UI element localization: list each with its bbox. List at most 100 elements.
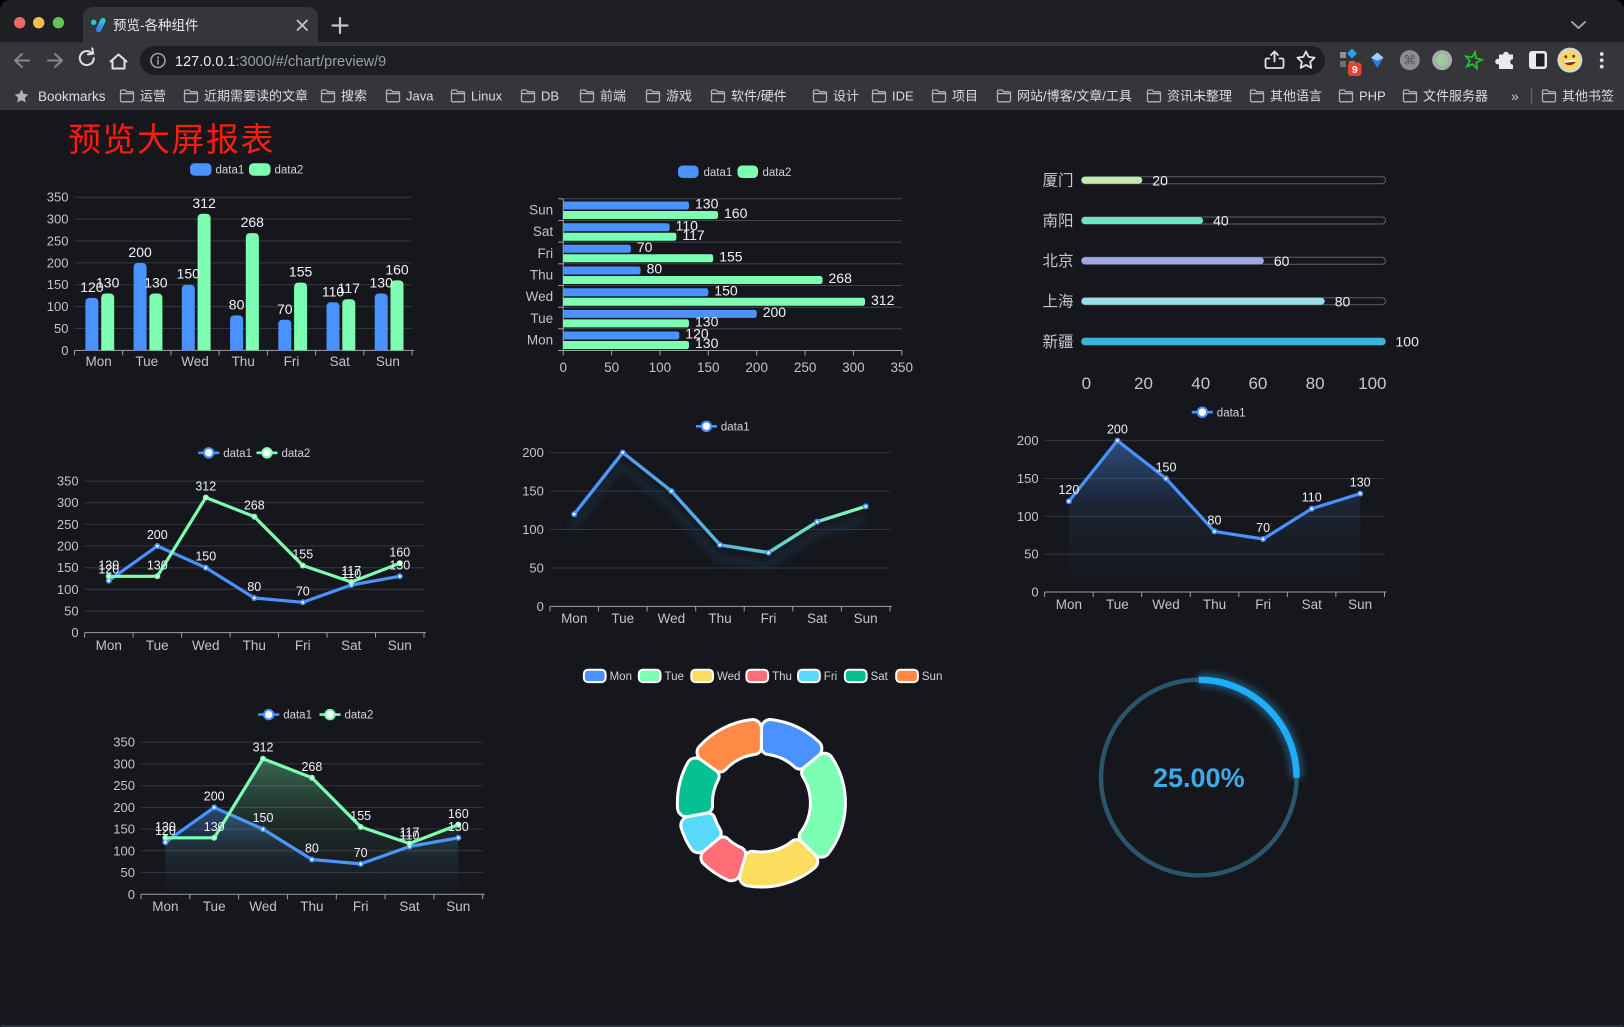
svg-text:Sun: Sun: [529, 202, 553, 217]
svg-text:Fri: Fri: [353, 899, 369, 914]
svg-text:268: 268: [829, 270, 853, 286]
svg-text:游戏: 游戏: [666, 89, 692, 104]
svg-text:Mon: Mon: [561, 611, 587, 626]
svg-text:150: 150: [57, 560, 79, 575]
svg-text:150: 150: [253, 811, 274, 825]
svg-text:300: 300: [57, 495, 79, 510]
svg-text:100: 100: [1358, 374, 1386, 393]
svg-text:20: 20: [1152, 172, 1168, 188]
svg-text:Linux: Linux: [471, 89, 503, 104]
svg-text:155: 155: [289, 264, 313, 280]
svg-text:312: 312: [195, 480, 216, 494]
svg-text:268: 268: [301, 760, 322, 774]
svg-text:北京: 北京: [1042, 252, 1073, 270]
svg-text:前端: 前端: [600, 89, 626, 104]
svg-text:Java: Java: [406, 89, 434, 104]
svg-text:160: 160: [724, 205, 748, 221]
svg-text:70: 70: [296, 584, 310, 598]
svg-text:150: 150: [47, 277, 69, 292]
svg-text:20: 20: [1134, 374, 1153, 393]
svg-text:130: 130: [695, 196, 719, 212]
svg-text:data1: data1: [704, 167, 733, 179]
svg-text:50: 50: [604, 360, 619, 375]
svg-text:127.0.0.1:3000/#/chart/preview: 127.0.0.1:3000/#/chart/preview/9: [175, 54, 386, 70]
svg-text:搜索: 搜索: [341, 89, 367, 104]
svg-text:Sun: Sun: [854, 611, 878, 626]
svg-text:130: 130: [144, 275, 168, 291]
svg-text:110: 110: [322, 283, 345, 299]
svg-text:110: 110: [341, 567, 361, 581]
svg-text:160: 160: [448, 807, 469, 821]
svg-text:Sun: Sun: [922, 671, 942, 683]
svg-text:Wed: Wed: [249, 899, 277, 914]
svg-text:200: 200: [113, 800, 135, 815]
svg-text:Fri: Fri: [761, 611, 777, 626]
svg-text:200: 200: [745, 360, 768, 375]
svg-text:155: 155: [292, 548, 313, 562]
svg-text:250: 250: [47, 234, 69, 249]
svg-text:data1: data1: [721, 421, 750, 433]
svg-text:0: 0: [559, 360, 567, 375]
svg-text:Sun: Sun: [446, 899, 470, 914]
svg-text:110: 110: [676, 217, 699, 233]
svg-text:160: 160: [389, 545, 410, 559]
svg-text:130: 130: [695, 314, 719, 330]
svg-text:Thu: Thu: [1203, 597, 1226, 612]
svg-text:Sat: Sat: [341, 638, 362, 653]
svg-text:data2: data2: [763, 167, 792, 179]
svg-text:100: 100: [57, 582, 79, 597]
svg-text:Fri: Fri: [537, 246, 553, 261]
svg-text:300: 300: [842, 360, 865, 375]
svg-text:80: 80: [647, 261, 663, 277]
svg-text:50: 50: [121, 865, 135, 880]
svg-text:DB: DB: [541, 89, 559, 104]
svg-text:350: 350: [891, 360, 914, 375]
svg-text:60: 60: [1274, 253, 1290, 269]
svg-text:80: 80: [305, 842, 319, 856]
svg-text:100: 100: [522, 522, 544, 537]
svg-text:Mon: Mon: [152, 899, 178, 914]
svg-text:70: 70: [637, 239, 653, 255]
svg-text:100: 100: [1396, 334, 1420, 350]
svg-text:268: 268: [241, 214, 265, 230]
svg-text:155: 155: [350, 809, 371, 823]
svg-text:130: 130: [370, 275, 394, 291]
svg-text:Thu: Thu: [232, 354, 255, 369]
svg-text:250: 250: [794, 360, 817, 375]
svg-text:Tue: Tue: [146, 638, 169, 653]
svg-text:其他书签: 其他书签: [1562, 89, 1614, 104]
svg-text:80: 80: [1306, 374, 1325, 393]
svg-text:130: 130: [98, 558, 119, 572]
svg-text:200: 200: [128, 244, 152, 260]
svg-text:150: 150: [697, 360, 720, 375]
svg-text:155: 155: [719, 249, 743, 265]
svg-text:运营: 运营: [140, 89, 166, 104]
svg-text:50: 50: [64, 604, 78, 619]
svg-text:312: 312: [192, 195, 216, 211]
svg-text:80: 80: [1208, 513, 1222, 527]
svg-text:130: 130: [695, 335, 719, 351]
svg-text:data1: data1: [1217, 407, 1246, 419]
svg-text:Thu: Thu: [530, 267, 553, 282]
svg-text:117: 117: [341, 564, 361, 578]
svg-text:120: 120: [80, 279, 104, 295]
svg-text:130: 130: [448, 820, 469, 834]
svg-text:100: 100: [649, 360, 672, 375]
svg-text:200: 200: [1107, 423, 1128, 437]
svg-text:150: 150: [714, 282, 738, 298]
svg-text:200: 200: [763, 304, 787, 320]
svg-text:50: 50: [1024, 547, 1038, 562]
svg-text:0: 0: [61, 343, 68, 358]
svg-text:130: 130: [147, 558, 168, 572]
svg-text:Sat: Sat: [807, 611, 828, 626]
svg-text:data1: data1: [283, 710, 312, 722]
svg-text:200: 200: [204, 789, 225, 803]
svg-text:300: 300: [47, 212, 69, 227]
svg-text:40: 40: [1191, 374, 1210, 393]
svg-text:80: 80: [247, 580, 261, 594]
svg-text:Sat: Sat: [533, 224, 554, 239]
svg-text:120: 120: [1058, 483, 1079, 497]
svg-text:»: »: [1511, 88, 1519, 104]
svg-text:80: 80: [1335, 293, 1351, 309]
svg-text:Thu: Thu: [300, 899, 323, 914]
